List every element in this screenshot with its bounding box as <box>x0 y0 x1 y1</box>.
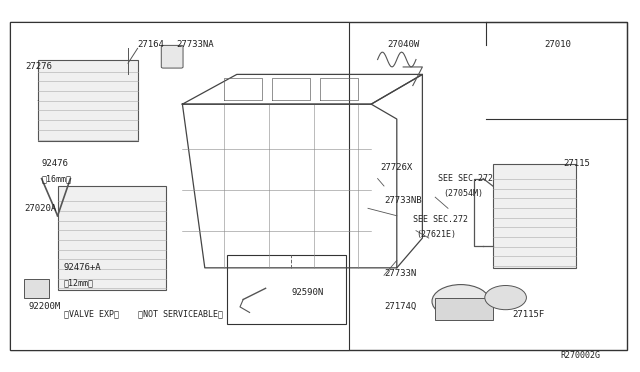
Bar <box>24 279 49 298</box>
Text: SEE SEC.272: SEE SEC.272 <box>438 174 493 183</box>
Ellipse shape <box>432 285 490 318</box>
Bar <box>38 60 138 141</box>
Bar <box>227 255 346 324</box>
Ellipse shape <box>485 286 526 310</box>
Text: R270002G: R270002G <box>560 351 600 360</box>
Text: 27733NA: 27733NA <box>176 40 214 49</box>
Text: （12mm）: （12mm） <box>64 278 94 287</box>
Text: 92476+A: 92476+A <box>64 263 102 272</box>
Text: 27726X: 27726X <box>381 163 413 172</box>
FancyBboxPatch shape <box>161 45 183 68</box>
Text: (27054M): (27054M) <box>443 189 483 198</box>
Text: 27115: 27115 <box>563 159 590 168</box>
Text: 27276: 27276 <box>26 62 52 71</box>
Bar <box>10 22 349 350</box>
Text: 27020A: 27020A <box>24 204 56 213</box>
Text: 27733NB: 27733NB <box>384 196 422 205</box>
Text: 92200M: 92200M <box>29 302 61 311</box>
Bar <box>493 164 576 268</box>
Text: (27621E): (27621E) <box>416 230 456 239</box>
Text: 27115F: 27115F <box>512 310 544 319</box>
Text: 27164: 27164 <box>138 40 164 49</box>
Text: 27733N: 27733N <box>384 269 416 278</box>
Text: 92590N: 92590N <box>291 288 323 296</box>
Text: （16mm）: （16mm） <box>42 174 72 183</box>
Text: 〈VALVE EXP〉: 〈VALVE EXP〉 <box>64 310 119 319</box>
Text: 〈NOT SERVICEABLE〉: 〈NOT SERVICEABLE〉 <box>138 310 223 319</box>
Bar <box>58 186 166 290</box>
Bar <box>10 22 627 350</box>
Text: 92476: 92476 <box>42 159 68 168</box>
Bar <box>435 298 493 320</box>
Text: 27040W: 27040W <box>387 40 419 49</box>
Text: 27010: 27010 <box>544 40 571 49</box>
Text: SEE SEC.272: SEE SEC.272 <box>413 215 468 224</box>
Text: 27174Q: 27174Q <box>384 302 416 311</box>
